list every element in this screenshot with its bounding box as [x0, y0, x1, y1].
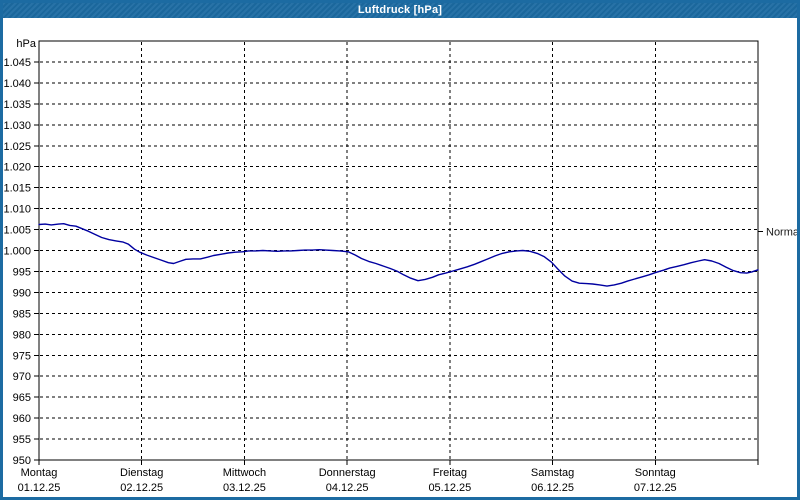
x-date-label: 01.12.25: [18, 482, 61, 494]
x-day-label: Montag: [21, 467, 58, 479]
x-date-label: 05.12.25: [428, 482, 471, 494]
y-tick-label: 1.025: [3, 141, 31, 153]
y-tick-label: 1.020: [3, 162, 31, 174]
y-tick-label: 985: [13, 308, 31, 320]
normal-label: Normal: [766, 227, 797, 239]
y-tick-label: 1.000: [3, 246, 31, 258]
pressure-chart: 1.045 1.040 1.035 1.030 1.025 1.020 1.015 1.010…: [3, 38, 797, 494]
x-date-label: 06.12.25: [531, 482, 574, 494]
y-tick-label: 1.040: [3, 78, 31, 90]
x-date-label: 04.12.25: [326, 482, 369, 494]
y-tick-label: 990: [13, 287, 31, 299]
pressure-line: [38, 222, 759, 287]
y-tick-label: 1.010: [3, 204, 31, 216]
y-axis-unit-label: hPa: [16, 38, 36, 50]
y-tick-label: 1.005: [3, 225, 31, 237]
x-day-label: Dienstag: [120, 467, 163, 479]
x-day-label: Mittwoch: [223, 467, 266, 479]
axes: [34, 40, 763, 465]
x-day-label: Sonntag: [635, 467, 676, 479]
y-tick-label: 970: [13, 371, 31, 383]
x-day-label: Freitag: [433, 467, 467, 479]
x-date-label: 03.12.25: [223, 482, 266, 494]
y-tick-label: 950: [13, 455, 31, 467]
y-tick-label: 1.045: [3, 57, 31, 69]
y-tick-label: 1.035: [3, 99, 31, 111]
title-bar: Luftdruck [hPa]: [3, 3, 797, 18]
window-title: Luftdruck [hPa]: [357, 4, 443, 16]
plot-border: [38, 40, 759, 461]
gridlines: [40, 42, 757, 459]
y-tick-label: 965: [13, 392, 31, 404]
y-tick-label: 975: [13, 350, 31, 362]
y-tick-label: 955: [13, 434, 31, 446]
y-tick-label: 980: [13, 329, 31, 341]
x-day-label: Samstag: [531, 467, 574, 479]
y-tick-label: 1.015: [3, 183, 31, 195]
y-tick-label: 1.030: [3, 120, 31, 132]
chart-area: 1.045 1.040 1.035 1.030 1.025 1.020 1.015 1.010…: [3, 18, 797, 497]
x-date-label: 07.12.25: [634, 482, 677, 494]
x-date-label: 02.12.25: [120, 482, 163, 494]
axis-labels: 1.045 1.040 1.035 1.030 1.025 1.020 1.015 1.010…: [3, 38, 797, 494]
y-tick-label: 995: [13, 266, 31, 278]
y-tick-label: 960: [13, 413, 31, 425]
x-day-label: Donnerstag: [319, 467, 376, 479]
